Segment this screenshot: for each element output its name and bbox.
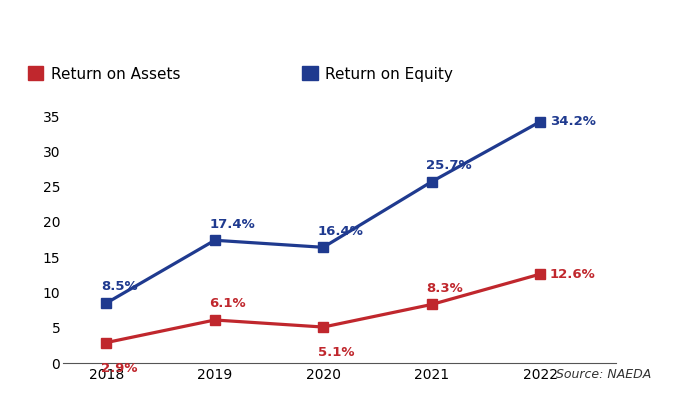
Legend: Return on Assets, Return on Equity: Return on Assets, Return on Equity	[22, 60, 459, 88]
Text: 12.6%: 12.6%	[550, 268, 596, 281]
Text: 8.3%: 8.3%	[426, 282, 463, 295]
Text: 6.1%: 6.1%	[209, 297, 246, 310]
Text: Returns on Assets & Equity — 2018-22: Returns on Assets & Equity — 2018-22	[108, 15, 592, 35]
Text: 2.9%: 2.9%	[101, 362, 137, 375]
Text: 8.5%: 8.5%	[101, 280, 137, 293]
Text: 17.4%: 17.4%	[209, 218, 255, 231]
Text: Source: NAEDA: Source: NAEDA	[556, 368, 651, 381]
Text: 34.2%: 34.2%	[550, 115, 596, 128]
Text: 16.4%: 16.4%	[318, 225, 363, 237]
Text: 25.7%: 25.7%	[426, 159, 472, 172]
Text: 5.1%: 5.1%	[318, 347, 354, 360]
